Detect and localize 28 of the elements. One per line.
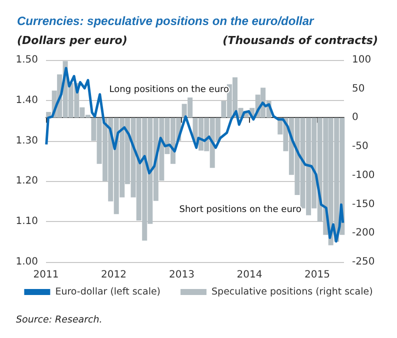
y-tick-label: 1.10 xyxy=(16,216,38,228)
source-note: Source: Research. xyxy=(16,314,102,326)
x-tick-label: 2012 xyxy=(101,270,126,280)
y2-tick-label: -50 xyxy=(352,141,368,152)
y2-tick-label: 0 xyxy=(352,112,358,124)
x-tick-label: 2014 xyxy=(236,270,262,280)
legend-label: Speculative positions (right scale) xyxy=(212,286,373,298)
chart-title: Currencies: speculative positions on the euro/dollar xyxy=(17,14,316,28)
y-tick-label: 1.50 xyxy=(16,54,38,66)
y2-tick-label: -250 xyxy=(352,256,375,268)
y-tick-label: 1.20 xyxy=(16,176,38,187)
x-tick-label: 2011 xyxy=(33,270,59,280)
y2-axis-title: (Thousands of contracts) xyxy=(222,34,378,47)
line-series xyxy=(45,66,344,243)
y2-tick-label: 100 xyxy=(352,54,372,66)
y2-tick-label: -100 xyxy=(352,170,375,181)
legend-label: Euro-dollar (left scale) xyxy=(55,286,161,298)
x-tick-label: 2013 xyxy=(169,270,194,280)
y-tick-label: 1.30 xyxy=(16,135,38,146)
y-axis-title: (Dollars per euro) xyxy=(17,34,128,47)
y-tick-label: 1.00 xyxy=(16,256,38,268)
y2-tick-label: 50 xyxy=(352,83,365,94)
y2-tick-label: -150 xyxy=(352,198,375,210)
y2-tick-label: -200 xyxy=(352,228,375,239)
annotation: Short positions on the euro xyxy=(179,204,302,215)
x-tick-label: 2015 xyxy=(304,270,330,280)
annotation: Long positions on the euro xyxy=(109,84,230,95)
y-tick-label: 1.40 xyxy=(16,94,38,106)
